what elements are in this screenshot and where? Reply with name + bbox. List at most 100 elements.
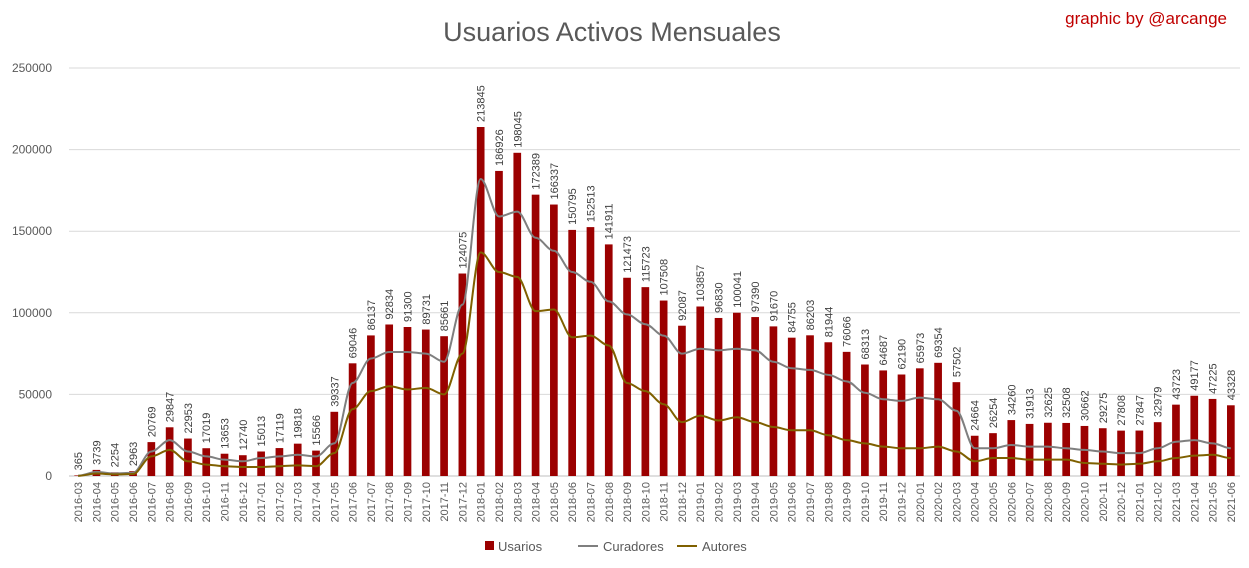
bar <box>348 363 357 476</box>
x-tick-label: 2017-11 <box>439 482 451 522</box>
data-label: 100041 <box>732 271 744 308</box>
x-tick-label: 2020-06 <box>1006 482 1018 522</box>
data-label: 150795 <box>567 188 579 225</box>
x-tick-label: 2018-10 <box>640 482 652 522</box>
bar <box>604 244 613 476</box>
bar <box>476 127 485 477</box>
x-tick-label: 2018-07 <box>585 482 597 522</box>
x-tick-label: 2019-07 <box>805 482 817 522</box>
series-line-curadores <box>78 177 1231 477</box>
data-label: 30662 <box>1079 390 1091 421</box>
x-tick-label: 2020-12 <box>1116 482 1128 522</box>
bar <box>257 451 265 476</box>
bar <box>275 448 284 476</box>
data-label: 213845 <box>476 85 488 122</box>
x-tick-label: 2019-01 <box>695 482 707 522</box>
x-tick-label: 2021-03 <box>1171 482 1183 522</box>
bar <box>385 324 394 476</box>
data-label: 166337 <box>549 163 561 200</box>
data-label: 62190 <box>897 339 909 370</box>
bar <box>934 362 942 476</box>
x-tick-label: 2016-04 <box>91 482 103 522</box>
data-label: 49177 <box>1189 360 1201 391</box>
bar <box>513 152 522 476</box>
data-label: 97390 <box>750 281 762 312</box>
data-label: 24664 <box>970 400 982 431</box>
bar <box>147 442 156 476</box>
x-tick-label: 2019-08 <box>823 482 835 522</box>
data-label: 20769 <box>146 407 158 438</box>
data-label: 91670 <box>768 291 780 322</box>
data-label: 64687 <box>878 335 890 366</box>
bar <box>678 325 686 476</box>
data-label: 84755 <box>787 302 799 333</box>
x-tick-label: 2018-11 <box>659 482 671 522</box>
data-label: 29275 <box>1098 393 1110 424</box>
bar <box>806 335 814 476</box>
data-label: 31913 <box>1025 388 1037 419</box>
bar <box>787 337 796 476</box>
bar <box>403 326 412 476</box>
data-label: 43328 <box>1226 370 1238 401</box>
bar <box>184 438 192 476</box>
data-label: 96830 <box>714 282 726 313</box>
data-label: 34260 <box>1006 384 1018 415</box>
data-label: 172389 <box>531 153 543 190</box>
x-tick-label: 2019-05 <box>768 482 780 522</box>
data-label: 86203 <box>805 300 817 331</box>
data-label: 32625 <box>1043 387 1055 418</box>
y-tick-label: 250000 <box>12 61 52 75</box>
x-tick-label: 2020-03 <box>951 482 963 522</box>
data-label: 32979 <box>1153 387 1165 418</box>
x-tick-label: 2016-09 <box>183 482 195 522</box>
bar <box>769 326 778 476</box>
bar <box>440 336 448 476</box>
data-label: 89731 <box>421 294 433 325</box>
chart-title: Usuarios Activos Mensuales <box>443 17 781 47</box>
bar <box>952 382 961 476</box>
y-tick-label: 0 <box>45 469 52 483</box>
x-tick-label: 2021-01 <box>1134 482 1146 522</box>
x-tick-label: 2018-06 <box>567 482 579 522</box>
x-tick-label: 2020-09 <box>1061 482 1073 522</box>
bar <box>842 351 851 476</box>
x-tick-label: 2018-01 <box>476 482 488 522</box>
data-label: 3739 <box>91 440 103 464</box>
x-tick-label: 2020-05 <box>988 482 1000 522</box>
x-tick-label: 2019-06 <box>787 482 799 522</box>
bar <box>659 300 668 476</box>
data-label: 107508 <box>659 259 671 296</box>
x-tick-label: 2018-12 <box>677 482 689 522</box>
data-label: 27808 <box>1116 395 1128 426</box>
x-tick-label: 2019-11 <box>878 482 890 522</box>
data-label: 85661 <box>439 301 451 332</box>
x-tick-label: 2016-08 <box>165 482 177 522</box>
data-label: 365 <box>73 452 85 470</box>
data-label: 141911 <box>604 204 616 240</box>
bar <box>1025 423 1034 476</box>
bar <box>1062 422 1071 476</box>
data-label: 115723 <box>640 246 652 282</box>
bar <box>897 374 906 476</box>
x-tick-label: 2017-01 <box>256 482 268 522</box>
bar <box>1007 420 1016 476</box>
x-tick-label: 2020-11 <box>1098 482 1110 522</box>
legend: Usarios Curadores Autores <box>485 539 747 554</box>
x-tick-label: 2018-03 <box>512 482 524 522</box>
data-label: 121473 <box>622 236 634 273</box>
x-tick-label: 2017-03 <box>293 482 305 522</box>
x-tick-label: 2020-01 <box>915 482 927 522</box>
x-tick-label: 2019-12 <box>897 482 909 522</box>
bar <box>495 170 503 476</box>
data-label: 2963 <box>128 442 140 466</box>
x-tick-label: 2018-08 <box>604 482 616 522</box>
bar <box>367 335 375 476</box>
data-label: 22953 <box>183 403 195 434</box>
x-tick-label: 2017-04 <box>311 482 323 522</box>
bar <box>312 450 320 476</box>
data-label: 91300 <box>402 291 414 322</box>
x-tick-label: 2016-06 <box>128 482 140 522</box>
data-label: 26254 <box>988 398 1000 429</box>
x-tick-label: 2017-02 <box>274 482 286 522</box>
